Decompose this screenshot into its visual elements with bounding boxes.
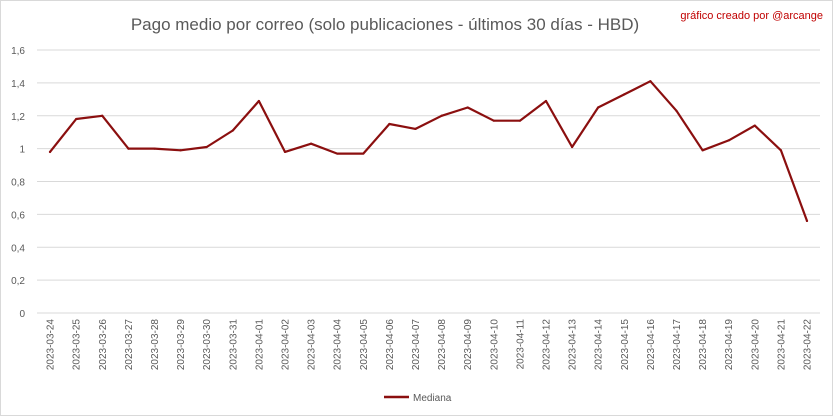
data-point xyxy=(414,127,417,130)
y-tick-label: 0,6 xyxy=(11,210,25,221)
x-tick-label: 2023-04-13 xyxy=(568,319,579,371)
x-tick-label: 2023-04-09 xyxy=(463,319,474,371)
x-tick-label: 2023-04-18 xyxy=(698,319,709,371)
data-point xyxy=(48,150,52,154)
data-point xyxy=(127,147,130,150)
y-tick-label: 1,4 xyxy=(11,79,25,90)
data-point xyxy=(440,114,443,117)
data-point xyxy=(231,129,234,132)
data-point xyxy=(597,106,600,109)
x-tick-label: 2023-03-25 xyxy=(72,319,83,371)
data-point xyxy=(309,142,313,145)
x-tick-label: 2023-03-27 xyxy=(124,319,135,371)
x-tick-label: 2023-04-17 xyxy=(672,319,683,371)
x-tick-label: 2023-04-10 xyxy=(489,319,500,371)
data-point xyxy=(283,150,287,154)
legend-label-mediana: Mediana xyxy=(413,393,452,404)
x-tick-label: 2023-04-20 xyxy=(750,319,761,371)
data-point xyxy=(805,219,809,223)
x-axis: 2023-03-24 2023-03-25 2023-03-26 2023-03-27… xyxy=(46,319,814,371)
chart-credit: gráfico creado por @arcange xyxy=(680,10,823,22)
y-tick-label: 1 xyxy=(19,145,25,156)
x-tick-label: 2023-03-26 xyxy=(98,319,109,371)
gridlines xyxy=(37,49,820,314)
data-point xyxy=(570,145,574,149)
data-point xyxy=(623,93,626,96)
x-tick-label: 2023-04-15 xyxy=(620,319,631,371)
legend: Mediana xyxy=(384,393,452,404)
x-tick-label: 2023-04-04 xyxy=(333,319,344,371)
y-tick-label: 0,2 xyxy=(11,276,25,287)
data-point xyxy=(101,114,104,117)
series-line-mediana xyxy=(48,80,809,222)
x-tick-label: 2023-03-29 xyxy=(176,319,187,371)
data-point xyxy=(675,109,678,112)
data-point xyxy=(492,119,495,122)
x-tick-label: 2023-03-28 xyxy=(150,319,161,371)
data-point xyxy=(779,149,782,152)
x-tick-label: 2023-04-14 xyxy=(594,319,605,371)
data-point xyxy=(727,139,730,142)
x-tick-label: 2023-04-03 xyxy=(307,319,318,371)
x-tick-label: 2023-04-11 xyxy=(515,319,526,370)
data-point xyxy=(153,147,156,150)
x-tick-label: 2023-04-12 xyxy=(541,319,552,371)
data-point xyxy=(336,152,339,155)
chart-title: Pago medio por correo (solo publicacione… xyxy=(131,15,639,34)
data-point xyxy=(753,124,756,127)
y-tick-label: 1,6 xyxy=(11,46,25,57)
y-tick-label: 0 xyxy=(19,309,25,320)
data-point xyxy=(179,149,182,152)
x-tick-label: 2023-04-16 xyxy=(646,319,657,371)
y-tick-label: 0,8 xyxy=(11,178,25,189)
series-layer xyxy=(48,80,809,223)
data-point xyxy=(701,149,704,152)
x-tick-label: 2023-03-30 xyxy=(202,319,213,371)
x-tick-label: 2023-03-24 xyxy=(46,319,57,371)
data-point xyxy=(466,106,469,109)
x-tick-label: 2023-04-22 xyxy=(802,319,813,371)
data-point xyxy=(257,99,260,103)
data-point xyxy=(75,117,78,121)
x-tick-label: 2023-04-06 xyxy=(385,319,396,371)
x-tick-label: 2023-04-19 xyxy=(724,319,735,371)
data-point xyxy=(362,152,365,155)
x-tick-label: 2023-04-07 xyxy=(411,319,422,371)
data-point xyxy=(544,99,548,103)
x-tick-label: 2023-04-21 xyxy=(776,319,787,371)
data-point xyxy=(388,122,391,126)
x-tick-label: 2023-04-01 xyxy=(254,319,265,371)
y-tick-label: 0,4 xyxy=(11,243,25,254)
data-point xyxy=(518,119,521,122)
x-tick-label: 2023-04-08 xyxy=(437,319,448,371)
x-tick-label: 2023-04-05 xyxy=(359,319,370,371)
data-point xyxy=(205,145,208,149)
x-tick-label: 2023-03-31 xyxy=(228,319,239,371)
x-tick-label: 2023-04-02 xyxy=(280,319,291,371)
y-tick-label: 1,2 xyxy=(11,112,25,123)
data-point xyxy=(649,80,652,83)
y-axis: 0 0,2 0,4 0,6 0,8 1 1,2 1,4 1,6 xyxy=(11,46,25,320)
